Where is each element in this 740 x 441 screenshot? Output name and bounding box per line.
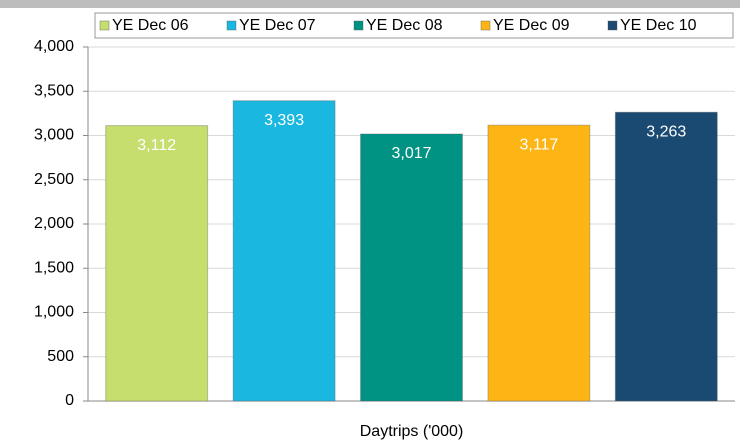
data-label: 3,017: [391, 145, 431, 162]
data-label: 3,393: [264, 112, 304, 129]
bar: [360, 133, 463, 402]
bar: [614, 111, 718, 402]
top-band: [0, 0, 740, 8]
legend-box: [94, 12, 734, 39]
y-tick-label: 4,000: [34, 38, 74, 55]
legend-label: YE Dec 08: [366, 17, 443, 34]
y-tick-label: 2,500: [34, 171, 74, 188]
legend-swatch: [607, 20, 618, 31]
legend-label: YE Dec 09: [493, 17, 570, 34]
legend-label: YE Dec 07: [239, 17, 316, 34]
legend-label: YE Dec 10: [620, 17, 697, 34]
y-tick-label: 3,500: [34, 82, 74, 99]
x-tick-label: Daytrips ('000): [360, 423, 464, 440]
data-label: 3,112: [137, 137, 176, 154]
legend-swatch: [226, 20, 237, 31]
bar: [487, 124, 591, 402]
y-tick-label: 1,500: [34, 259, 74, 276]
y-tick-label: 2,000: [34, 215, 74, 232]
data-label: 3,263: [646, 123, 686, 140]
y-tick-label: 500: [47, 348, 74, 365]
y-tick-label: 0: [65, 392, 74, 409]
y-tick-label: 3,000: [34, 127, 74, 144]
legend-swatch: [480, 20, 491, 31]
legend-swatch: [99, 20, 110, 31]
y-tick-label: 1,000: [34, 304, 74, 321]
legend-label: YE Dec 06: [112, 17, 189, 34]
data-label: 3,117: [519, 136, 558, 153]
bar: [232, 100, 336, 402]
bar: [105, 125, 209, 402]
legend-swatch: [353, 20, 364, 31]
